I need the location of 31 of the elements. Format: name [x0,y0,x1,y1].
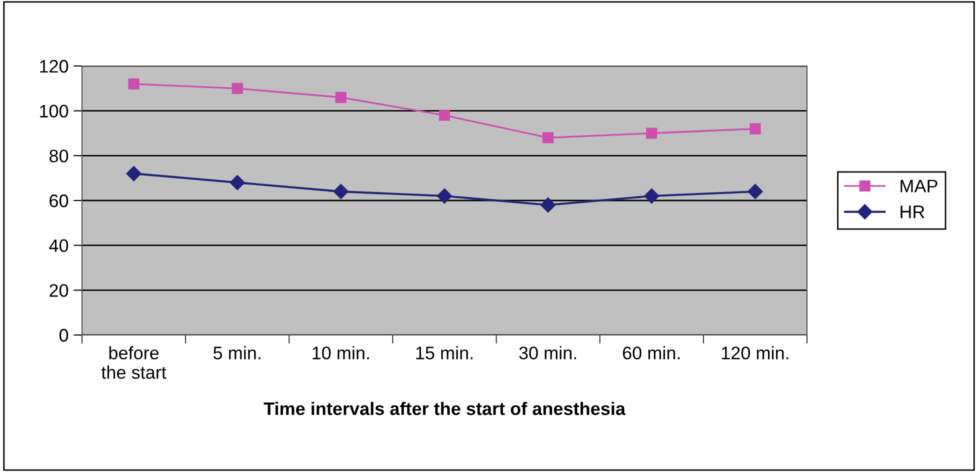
point [335,92,346,103]
x-tick-label: 10 min. [312,346,369,360]
point [542,132,554,144]
point [748,184,763,200]
point [232,82,243,94]
x-tick-label: 120 min. [722,346,788,360]
y-tick-label: 60 [50,194,68,208]
point [750,123,761,134]
point [126,166,142,182]
y-tick-label: 20 [50,284,68,297]
y-tick-label: 100 [40,104,68,118]
point [436,188,452,204]
legend-label: HR [900,206,924,218]
y-tick-label: 0 [59,328,68,342]
y-tick-label: 80 [50,150,68,162]
point [438,110,450,121]
point [646,128,658,139]
x-tick-label: 5 min. [213,346,260,360]
point [333,184,348,200]
x-tick-label: 60 min. [622,346,680,360]
x-tick-label: before the start [101,346,166,379]
x-tick-label: 15 min. [416,346,472,360]
x-tick-label: 30 min. [519,346,576,360]
y-tick-label: 40 [49,239,68,252]
point [540,197,556,213]
point [128,78,140,90]
x-axis-title: Time intervals after the start of anesthesia [264,402,626,416]
legend-label: MAP [900,180,938,192]
point [644,188,660,204]
point [230,174,245,190]
y-tick-label: 120 [40,60,68,73]
